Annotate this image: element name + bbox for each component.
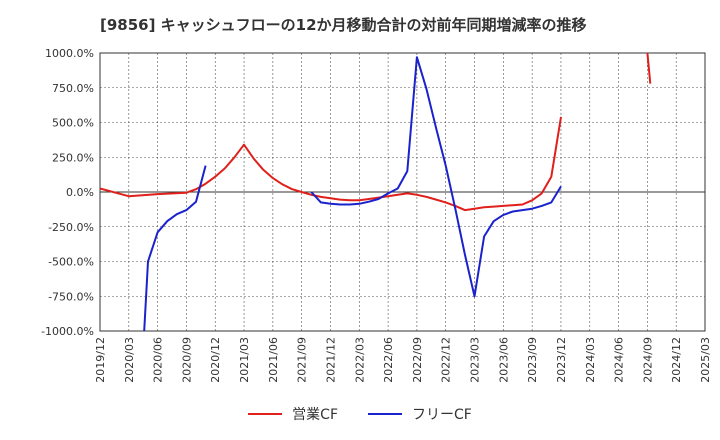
legend-swatch-operating-cf (248, 413, 283, 415)
series-line-free-cf (310, 56, 562, 298)
x-tick-label: 2023/12 (555, 337, 568, 383)
y-tick-label: 500.0% (52, 117, 94, 130)
x-tick-label: 2020/06 (152, 337, 165, 383)
x-tick-label: 2024/06 (613, 337, 626, 383)
plot-area-border (99, 52, 706, 332)
x-tick-label: 2023/09 (526, 337, 539, 383)
x-axis-ticks: 2019/12 2020/03 2020/06 2020/09 2020/12 2021/… (94, 337, 712, 383)
series-line-operating-cf (646, 52, 652, 84)
legend-label-free-cf: フリーCF (412, 407, 472, 423)
legend-swatch-free-cf (368, 413, 402, 415)
legend-item-free-cf: フリーCF (368, 404, 472, 424)
x-tick-label: 2025/03 (699, 337, 712, 383)
x-tick-label: 2023/03 (469, 337, 482, 383)
x-tick-label: 2022/12 (440, 337, 453, 383)
x-tick-label: 2022/06 (382, 337, 395, 383)
legend-item-operating-cf: 営業CF (248, 404, 338, 424)
x-tick-label: 2019/12 (94, 337, 107, 383)
y-tick-label: -750.0% (48, 290, 94, 303)
chart-title: [9856] キャッシュフローの12か月移動合計の対前年同期増減率の推移 (100, 16, 587, 34)
x-tick-label: 2020/03 (123, 337, 136, 383)
x-tick-label: 2021/06 (267, 337, 280, 383)
legend-label-operating-cf: 営業CF (292, 407, 338, 423)
y-tick-label: 0.0% (66, 186, 94, 199)
x-tick-label: 2022/03 (353, 337, 366, 383)
y-tick-label: -250.0% (48, 221, 94, 234)
series-line-operating-cf (99, 116, 562, 212)
x-tick-label: 2024/12 (670, 337, 683, 383)
y-tick-label: 750.0% (52, 82, 94, 95)
series-line-free-cf (143, 165, 207, 332)
y-tick-label: 250.0% (52, 151, 94, 164)
series-lines (99, 52, 652, 332)
x-tick-label: 2021/03 (238, 337, 251, 383)
y-tick-label: 1000.0% (45, 47, 94, 60)
x-tick-label: 2020/12 (209, 337, 222, 383)
x-tick-label: 2021/09 (296, 337, 309, 383)
y-tick-label: -500.0% (48, 256, 94, 269)
y-axis-ticks: 1000.0% 750.0% 500.0% 250.0% 0.0% -250.0% -500… (41, 47, 94, 338)
x-tick-label: 2022/09 (411, 337, 424, 383)
x-tick-label: 2021/12 (324, 337, 337, 383)
grid-lines (100, 53, 705, 331)
legend: 営業CF フリーCF (0, 404, 720, 424)
y-tick-label: -1000.0% (41, 325, 94, 338)
x-tick-label: 2024/03 (584, 337, 597, 383)
x-tick-label: 2023/06 (497, 337, 510, 383)
x-tick-label: 2024/09 (641, 337, 654, 383)
x-tick-label: 2020/09 (180, 337, 193, 383)
